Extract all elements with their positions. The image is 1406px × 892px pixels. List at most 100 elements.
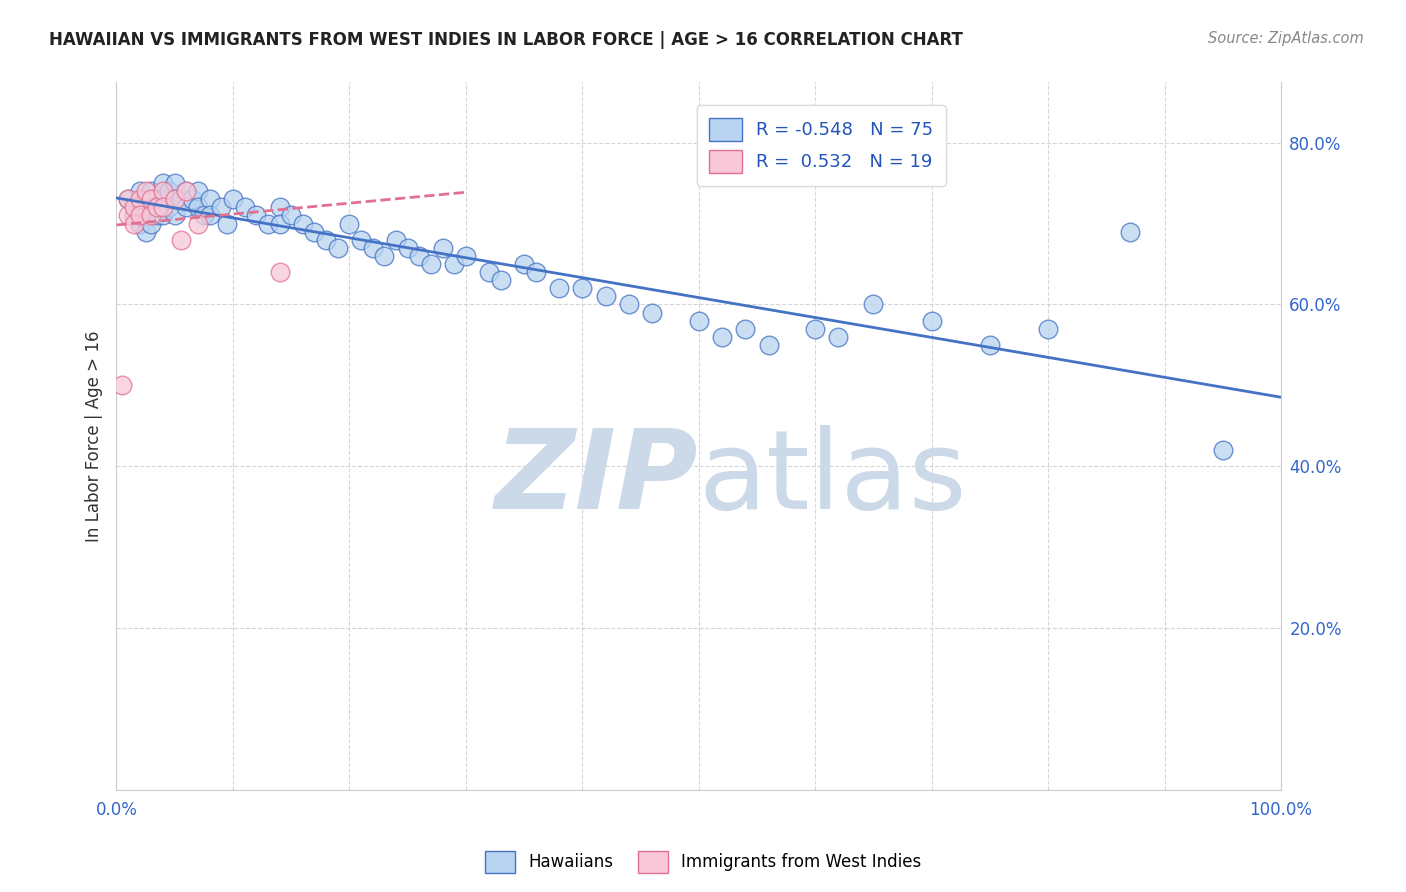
Point [152,200,174,214]
Point [128,217,150,231]
Point [337,217,360,231]
Point [169,233,191,247]
Point [217,217,239,231]
Point [688,313,710,327]
Point [979,338,1001,352]
Point [269,265,291,279]
Point [128,192,150,206]
Point [571,281,593,295]
Text: ZIP: ZIP [495,425,699,532]
Point [198,192,221,206]
Point [745,152,768,166]
Point [193,208,215,222]
Legend: R = -0.548   N = 75, R =  0.532   N = 19: R = -0.548 N = 75, R = 0.532 N = 19 [696,105,946,186]
Legend: Hawaiians, Immigrants from West Indies: Hawaiians, Immigrants from West Indies [478,845,928,880]
Text: atlas: atlas [699,425,967,532]
Point [862,297,884,311]
Point [135,192,157,206]
Point [454,249,477,263]
Point [141,208,163,222]
Point [128,208,150,222]
Point [1212,443,1234,458]
Point [157,184,180,198]
Point [152,192,174,206]
Point [152,176,174,190]
Point [269,200,291,214]
Point [385,233,408,247]
Point [181,192,204,206]
Point [269,217,291,231]
Point [163,192,186,206]
Point [245,208,267,222]
Point [408,249,430,263]
Point [146,208,169,222]
Point [135,184,157,198]
Point [419,257,441,271]
Point [548,281,571,295]
Point [122,208,145,222]
Point [373,249,395,263]
Point [443,257,465,271]
Point [128,200,150,214]
Point [187,200,209,214]
Point [117,208,139,222]
Point [734,321,756,335]
Point [711,330,734,344]
Point [222,192,245,206]
Point [122,217,145,231]
Point [198,208,221,222]
Point [135,225,157,239]
Point [524,265,547,279]
Point [117,192,139,206]
Point [141,200,163,214]
Point [117,192,139,206]
Point [758,338,780,352]
Point [111,378,134,392]
Point [176,184,198,198]
Point [304,225,326,239]
Point [827,330,849,344]
Point [641,305,664,319]
Point [233,200,256,214]
Point [187,184,209,198]
Point [804,321,827,335]
Point [396,241,419,255]
Point [141,192,163,206]
Point [280,208,302,222]
Point [432,241,454,255]
Point [257,217,280,231]
Point [163,192,186,206]
Point [291,217,314,231]
Point [187,217,209,231]
Point [141,217,163,231]
Point [315,233,337,247]
Point [163,176,186,190]
Point [361,241,384,255]
Point [152,208,174,222]
Point [350,233,373,247]
Point [1118,225,1140,239]
Point [157,200,180,214]
Point [326,241,349,255]
Point [176,200,198,214]
Point [122,200,145,214]
Y-axis label: In Labor Force | Age > 16: In Labor Force | Age > 16 [86,330,103,541]
Point [1036,321,1059,335]
Point [128,184,150,198]
Point [146,192,169,206]
Text: Source: ZipAtlas.com: Source: ZipAtlas.com [1208,31,1364,46]
Point [595,289,617,303]
Point [617,297,640,311]
Point [513,257,536,271]
Point [169,192,191,206]
Point [489,273,512,287]
Text: HAWAIIAN VS IMMIGRANTS FROM WEST INDIES IN LABOR FORCE | AGE > 16 CORRELATION CH: HAWAIIAN VS IMMIGRANTS FROM WEST INDIES … [49,31,963,49]
Point [146,200,169,214]
Point [478,265,501,279]
Point [176,184,198,198]
Point [921,313,943,327]
Point [135,208,157,222]
Point [163,208,186,222]
Point [152,184,174,198]
Point [141,184,163,198]
